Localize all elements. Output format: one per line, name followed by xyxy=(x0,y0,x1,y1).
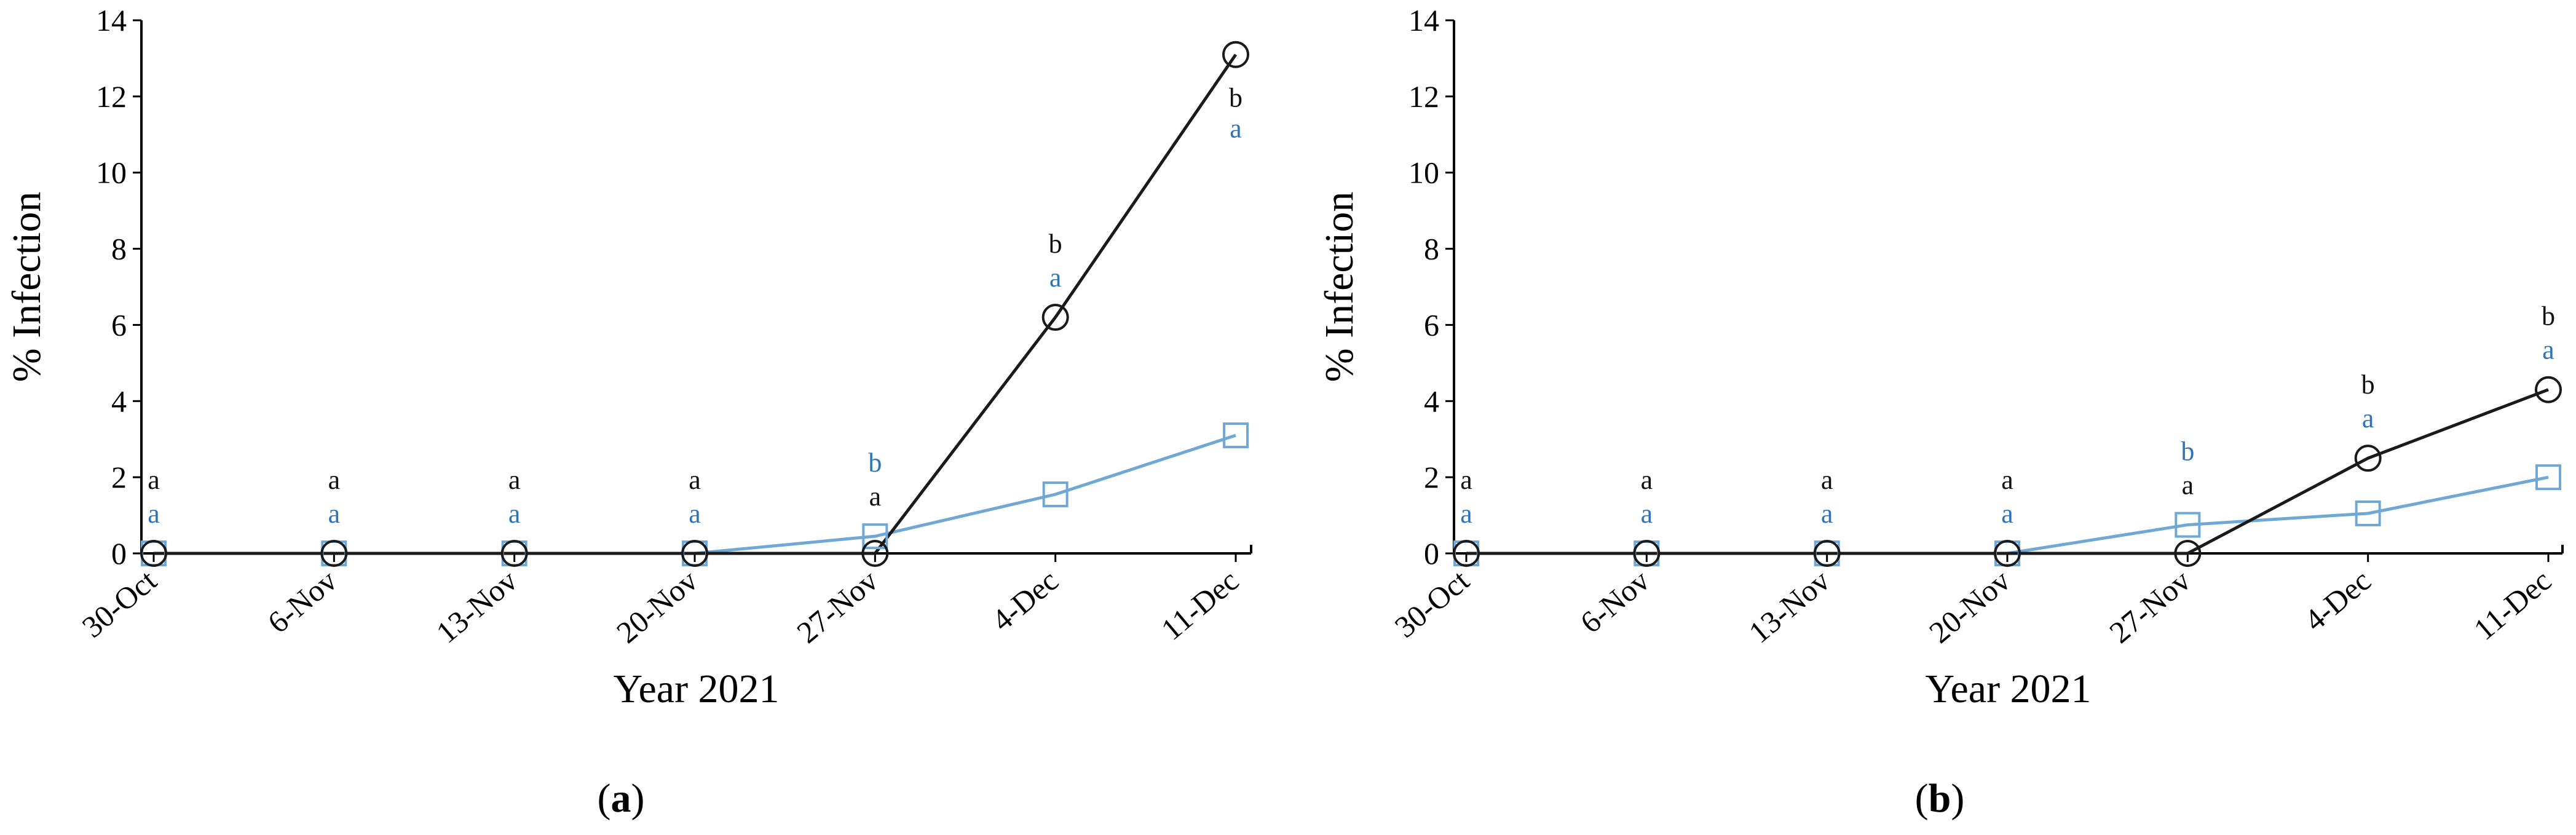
y-tick-label: 10 xyxy=(96,156,127,190)
significance-letter: a xyxy=(689,465,701,495)
square-marker xyxy=(862,523,888,550)
square-marker xyxy=(1223,422,1249,449)
x-axis-title: Year 2021 xyxy=(1925,667,2091,711)
x-tick-label: 20-Nov xyxy=(1922,563,2017,650)
significance-letter: a xyxy=(1641,499,1653,529)
circle-marker xyxy=(140,540,167,567)
significance-letter: b xyxy=(868,448,882,478)
y-tick-label: 14 xyxy=(1409,3,1439,38)
y-tick-label: 4 xyxy=(1424,384,1439,418)
square-marker xyxy=(2535,464,2561,491)
x-tick-label: 11-Dec xyxy=(1155,563,1245,647)
chart-panel-b: 0 2 4 6 8 10 12 14 30-Oct 6-Nov 13-Nov 20-Nov 27-Nov… xyxy=(1317,3,2564,821)
y-tick-label: 14 xyxy=(96,3,127,38)
significance-letter: b xyxy=(2361,370,2375,400)
significance-letter: a xyxy=(1049,263,1062,293)
x-tick-label: 13-Nov xyxy=(430,563,524,650)
y-tick-label: 2 xyxy=(1424,460,1439,494)
circle-marker xyxy=(320,540,348,567)
x-tick-label: 20-Nov xyxy=(610,563,704,650)
significance-letter: a xyxy=(1641,465,1653,495)
x-tick-label: 27-Nov xyxy=(2103,563,2197,650)
panel-label: (b) xyxy=(1915,776,1965,821)
significance-letter: a xyxy=(328,465,341,495)
x-tick-label: 4-Dec xyxy=(985,563,1065,638)
significance-letter: a xyxy=(2182,470,2194,501)
y-tick-label: 4 xyxy=(111,384,127,418)
square-marker xyxy=(2175,512,2201,538)
y-tick-label: 0 xyxy=(111,536,127,571)
y-tick-label: 8 xyxy=(111,232,127,266)
y-axis-title: % Infection xyxy=(1317,192,1362,382)
significance-letter: a xyxy=(2542,335,2554,365)
circle-marker xyxy=(1813,540,1841,567)
significance-letter: a xyxy=(2001,499,2013,529)
y-tick-label: 2 xyxy=(111,460,127,494)
y-tick-label: 6 xyxy=(111,307,127,342)
circle-marker xyxy=(1994,540,2021,567)
significance-letter: a xyxy=(508,499,521,529)
significance-letter: a xyxy=(1460,465,1472,495)
significance-letter: a xyxy=(2362,403,2374,433)
circle-marker xyxy=(1453,540,1480,567)
circle-marker xyxy=(1633,540,1661,567)
panel-label: (a) xyxy=(598,776,645,821)
circle-marker xyxy=(2354,445,2382,472)
significance-letter: a xyxy=(1821,499,1833,529)
x-tick-label: 6-Nov xyxy=(1574,563,1656,640)
x-tick-label: 27-Nov xyxy=(790,563,884,650)
significance-letter: a xyxy=(869,481,882,512)
x-tick-label: 30-Oct xyxy=(1388,563,1476,644)
y-tick-label: 6 xyxy=(1424,307,1439,342)
significance-letter: a xyxy=(1230,114,1242,144)
significance-letter: a xyxy=(2001,465,2013,495)
circle-marker xyxy=(861,540,889,567)
chart-panel-a: 0 2 4 6 8 10 12 14 30-Oct 6-Nov 13-Nov 20-Nov 27-Nov… xyxy=(4,3,1252,821)
series-line-circle xyxy=(154,53,1238,555)
series-line-circle xyxy=(1466,388,2549,555)
circle-marker xyxy=(500,540,528,567)
square-marker xyxy=(2355,500,2381,526)
y-tick-label: 8 xyxy=(1424,232,1439,266)
y-tick-label: 12 xyxy=(1409,79,1439,114)
significance-letter: b xyxy=(1229,83,1243,113)
y-tick-label: 0 xyxy=(1424,536,1439,571)
square-marker xyxy=(1042,481,1069,508)
circle-marker xyxy=(2174,540,2202,567)
circle-marker xyxy=(681,540,708,567)
circle-marker xyxy=(1041,304,1069,331)
significance-letter: a xyxy=(689,499,701,529)
significance-letter: a xyxy=(1460,499,1472,529)
x-tick-label: 30-Oct xyxy=(76,563,163,644)
y-axis-title: % Infection xyxy=(4,192,49,382)
y-tick-label: 12 xyxy=(96,79,127,114)
circle-marker xyxy=(2535,376,2562,403)
circle-marker xyxy=(1222,41,1249,68)
x-tick-label: 4-Dec xyxy=(2297,563,2377,638)
significance-letter: a xyxy=(328,499,341,529)
significance-letter: b xyxy=(2542,301,2555,331)
significance-letter: a xyxy=(508,465,521,495)
x-tick-label: 11-Dec xyxy=(2467,563,2558,647)
significance-letter: a xyxy=(148,499,160,529)
significance-letter: a xyxy=(148,465,160,495)
x-tick-label: 13-Nov xyxy=(1742,563,1836,650)
significance-letter: b xyxy=(1049,229,1062,259)
x-tick-label: 6-Nov xyxy=(261,563,344,640)
significance-letter: a xyxy=(1821,465,1833,495)
y-tick-label: 10 xyxy=(1409,156,1439,190)
x-axis-title: Year 2021 xyxy=(613,667,779,711)
significance-letter: b xyxy=(2181,437,2194,467)
